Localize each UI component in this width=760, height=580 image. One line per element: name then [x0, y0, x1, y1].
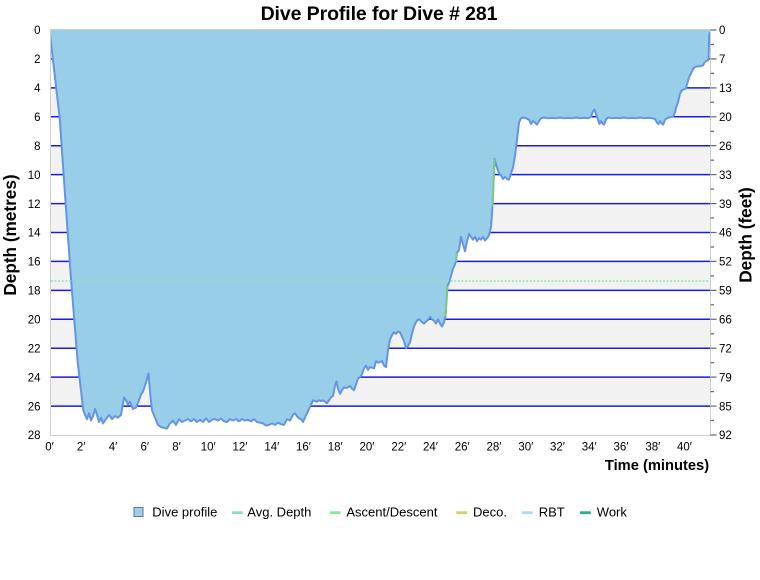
svg-text:6: 6	[34, 112, 40, 124]
svg-text:4′: 4′	[109, 442, 118, 454]
svg-text:Depth (metres): Depth (metres)	[0, 174, 20, 295]
svg-text:Work: Work	[597, 505, 628, 520]
svg-text:32′: 32′	[550, 442, 565, 454]
svg-text:Depth (feet): Depth (feet)	[736, 187, 756, 282]
svg-text:38′: 38′	[645, 442, 660, 454]
svg-text:16: 16	[28, 257, 41, 269]
svg-text:Avg. Depth: Avg. Depth	[247, 505, 311, 520]
svg-text:24: 24	[28, 372, 41, 384]
svg-text:14′: 14′	[264, 442, 279, 454]
svg-text:10: 10	[28, 170, 41, 182]
svg-text:7: 7	[719, 54, 725, 66]
svg-text:26′: 26′	[455, 442, 470, 454]
svg-text:16′: 16′	[296, 442, 311, 454]
svg-text:33: 33	[719, 170, 732, 182]
svg-text:2′: 2′	[77, 442, 86, 454]
svg-text:28: 28	[28, 430, 41, 442]
svg-text:30′: 30′	[518, 442, 533, 454]
svg-text:12: 12	[28, 199, 41, 211]
svg-text:52: 52	[719, 257, 732, 269]
svg-text:2: 2	[34, 54, 40, 66]
svg-text:6′: 6′	[141, 442, 150, 454]
svg-text:20: 20	[719, 112, 732, 124]
svg-text:Ascent/Descent: Ascent/Descent	[346, 505, 437, 520]
svg-text:72: 72	[719, 343, 732, 355]
svg-text:34′: 34′	[582, 442, 597, 454]
svg-text:0: 0	[719, 25, 725, 37]
svg-text:0′: 0′	[45, 442, 54, 454]
svg-text:36′: 36′	[614, 442, 629, 454]
svg-text:39: 39	[719, 199, 732, 211]
svg-text:24′: 24′	[423, 442, 438, 454]
svg-text:22′: 22′	[391, 442, 406, 454]
svg-text:26: 26	[719, 141, 732, 153]
svg-text:Time (minutes): Time (minutes)	[605, 458, 709, 474]
svg-text:0: 0	[34, 25, 40, 37]
svg-text:RBT: RBT	[539, 505, 565, 520]
svg-text:18: 18	[28, 286, 41, 298]
svg-text:26: 26	[28, 401, 41, 413]
svg-text:46: 46	[719, 228, 732, 240]
svg-text:14: 14	[28, 228, 41, 240]
svg-text:20: 20	[28, 315, 41, 327]
svg-text:Dive profile: Dive profile	[152, 505, 217, 520]
svg-text:8′: 8′	[172, 442, 181, 454]
svg-text:8: 8	[34, 141, 40, 153]
svg-text:18′: 18′	[328, 442, 343, 454]
svg-text:59: 59	[719, 286, 732, 298]
svg-text:66: 66	[719, 315, 732, 327]
svg-text:92: 92	[719, 430, 732, 442]
svg-text:4: 4	[34, 83, 41, 95]
svg-text:22: 22	[28, 343, 41, 355]
svg-text:Dive Profile for Dive # 281: Dive Profile for Dive # 281	[261, 3, 498, 25]
svg-text:Deco.: Deco.	[473, 505, 507, 520]
svg-text:10′: 10′	[201, 442, 216, 454]
svg-text:40′: 40′	[677, 442, 692, 454]
svg-text:20′: 20′	[360, 442, 375, 454]
svg-text:85: 85	[719, 401, 732, 413]
svg-text:79: 79	[719, 372, 732, 384]
svg-text:12′: 12′	[233, 442, 248, 454]
svg-text:13: 13	[719, 83, 732, 95]
svg-text:28′: 28′	[487, 442, 502, 454]
